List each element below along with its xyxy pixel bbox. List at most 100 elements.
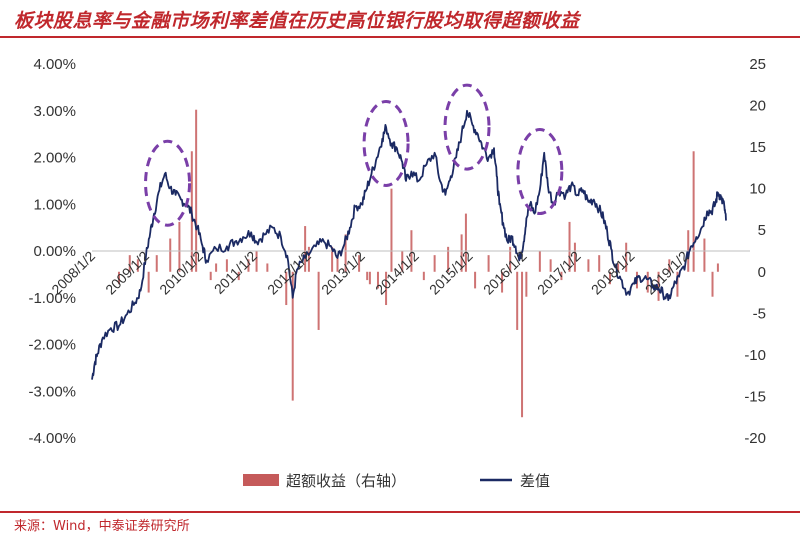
highlight-ellipse bbox=[443, 83, 491, 171]
highlight-ellipse bbox=[144, 139, 192, 227]
excess-return-bar bbox=[331, 246, 334, 272]
excess-return-bar bbox=[549, 259, 552, 272]
excess-return-bar bbox=[676, 271, 679, 297]
excess-return-bar bbox=[225, 259, 228, 272]
excess-return-bar bbox=[385, 271, 388, 306]
right-axis-tick: 20 bbox=[749, 98, 766, 115]
excess-return-bar bbox=[358, 255, 361, 272]
excess-return-bar bbox=[376, 271, 379, 289]
x-axis-tick: 2017/1/2 bbox=[534, 248, 584, 298]
left-axis-tick: 3.00% bbox=[33, 103, 76, 120]
left-axis-ticks: 4.00% 3.00% 2.00% 1.00% 0.00% -1.00% -2.00% -3.… bbox=[28, 56, 76, 447]
excess-return-bar bbox=[598, 255, 601, 272]
excess-return-bar bbox=[460, 234, 463, 272]
left-axis-tick: -2.00% bbox=[28, 337, 76, 354]
right-axis-tick: 5 bbox=[758, 222, 766, 239]
excess-return-bar bbox=[195, 109, 198, 272]
excess-return-bar bbox=[401, 251, 404, 272]
excess-return-bar bbox=[587, 259, 590, 272]
excess-return-bar bbox=[169, 238, 172, 272]
excess-return-bar bbox=[307, 246, 310, 272]
excess-return-bar bbox=[474, 271, 477, 289]
right-axis-tick: 10 bbox=[749, 181, 766, 198]
x-axis-tick: 2019/1/2 bbox=[642, 248, 692, 298]
right-axis-tick: -20 bbox=[744, 430, 766, 447]
excess-return-bar bbox=[657, 271, 660, 301]
excess-return-bar bbox=[625, 242, 628, 272]
legend: 超额收益（右轴） 差值 bbox=[243, 472, 550, 490]
left-axis-tick: 1.00% bbox=[33, 196, 76, 213]
excess-return-bar bbox=[538, 251, 541, 272]
excess-return-bar bbox=[128, 255, 131, 272]
title-divider bbox=[0, 36, 800, 38]
left-axis-tick: 4.00% bbox=[33, 56, 76, 73]
highlight-circles bbox=[144, 83, 564, 227]
x-axis-tick: 2015/1/2 bbox=[426, 248, 476, 298]
chart-title: 板块股息率与金融市场利率差值在历史高位银行股均取得超额收益 bbox=[14, 10, 580, 32]
excess-return-bar bbox=[433, 255, 436, 272]
legend-bar-swatch bbox=[243, 474, 279, 486]
excess-return-bar bbox=[703, 238, 706, 272]
right-axis-ticks: 25 20 15 10 5 0 -5 -10 -15 -20 bbox=[744, 56, 766, 447]
excess-return-bar bbox=[447, 246, 450, 272]
excess-return-bar bbox=[368, 271, 371, 285]
excess-return-bar bbox=[608, 271, 611, 285]
legend-line-label: 差值 bbox=[520, 472, 550, 490]
right-axis-tick: 15 bbox=[749, 139, 766, 156]
excess-return-bar bbox=[209, 271, 212, 281]
right-axis-tick: -5 bbox=[753, 305, 766, 322]
excess-return-bar bbox=[344, 234, 347, 272]
x-axis-tick: 2009/1/2 bbox=[102, 248, 152, 298]
excess-return-bar bbox=[155, 255, 158, 272]
excess-return-bar bbox=[716, 263, 719, 272]
chart: 4.00% 3.00% 2.00% 1.00% 0.00% -1.00% -2.00% -3.… bbox=[28, 56, 766, 490]
left-axis-tick: -1.00% bbox=[28, 290, 76, 307]
right-axis-tick: 0 bbox=[758, 264, 766, 281]
excess-return-bar bbox=[521, 271, 524, 418]
excess-return-bar bbox=[291, 271, 294, 401]
excess-return-bar bbox=[255, 251, 258, 272]
excess-return-bar bbox=[509, 246, 512, 272]
excess-return-bar bbox=[336, 255, 339, 272]
source-note: 来源：Wind，中泰证券研究所 bbox=[14, 519, 190, 534]
left-axis-tick: -4.00% bbox=[28, 430, 76, 447]
excess-return-bar bbox=[304, 226, 307, 272]
excess-return-bar bbox=[422, 271, 425, 281]
excess-return-bar bbox=[617, 263, 620, 272]
excess-return-bar bbox=[568, 221, 571, 272]
excess-return-bar bbox=[560, 271, 563, 281]
x-axis-tick: 2012/1/2 bbox=[264, 248, 314, 298]
excess-return-bar bbox=[692, 151, 695, 272]
excess-return-bar bbox=[516, 271, 519, 330]
excess-return-bar bbox=[215, 263, 218, 272]
excess-return-bar bbox=[711, 271, 714, 297]
excess-return-bar bbox=[247, 259, 250, 272]
x-axis-tick: 2011/1/2 bbox=[211, 248, 260, 297]
excess-return-bar bbox=[525, 271, 528, 297]
left-axis-tick: -3.00% bbox=[28, 383, 76, 400]
highlight-ellipse bbox=[516, 128, 564, 216]
highlight-ellipse bbox=[362, 99, 410, 187]
excess-return-bar bbox=[366, 271, 369, 281]
left-axis-tick: 2.00% bbox=[33, 150, 76, 167]
x-axis-tick: 2013/1/2 bbox=[318, 248, 368, 298]
excess-return-bar bbox=[390, 188, 393, 272]
excess-return-bar bbox=[668, 259, 671, 272]
x-axis-tick: 2014/1/2 bbox=[372, 248, 422, 298]
excess-return-bar bbox=[646, 271, 649, 293]
excess-return-bar bbox=[136, 259, 139, 272]
excess-return-bar bbox=[266, 263, 269, 272]
right-axis-tick: 25 bbox=[749, 56, 766, 73]
excess-return-bar bbox=[285, 271, 288, 306]
excess-return-bar bbox=[147, 271, 150, 293]
x-axis-tick: 2010/1/2 bbox=[156, 248, 206, 298]
footer-divider bbox=[0, 511, 800, 513]
legend-bar-label: 超额收益（右轴） bbox=[286, 472, 406, 490]
excess-return-bar bbox=[464, 213, 467, 272]
spread-line-path bbox=[91, 109, 727, 380]
excess-return-bar bbox=[237, 271, 240, 281]
spread-line bbox=[91, 109, 727, 380]
right-axis-tick: -15 bbox=[744, 388, 766, 405]
excess-return-bar bbox=[501, 271, 504, 293]
excess-return-bar bbox=[317, 271, 320, 330]
